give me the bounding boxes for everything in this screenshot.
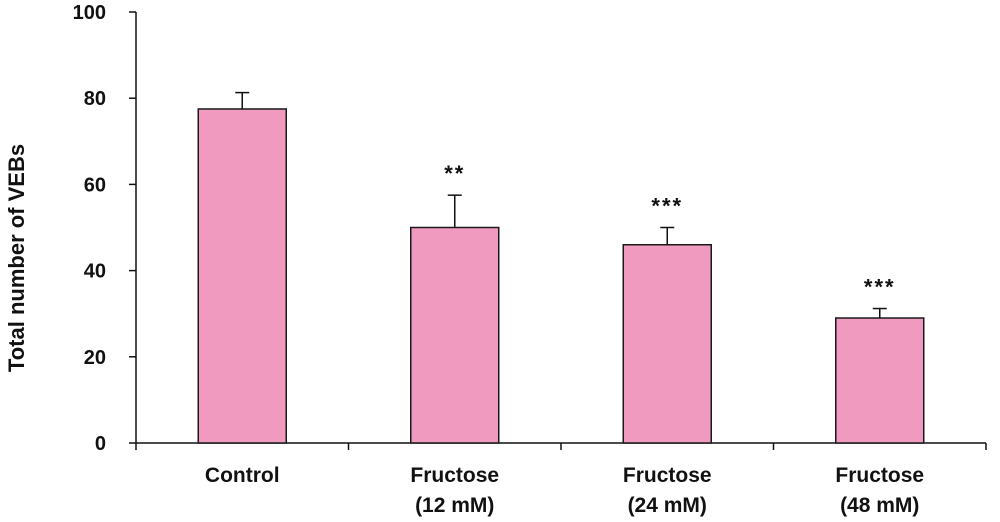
category-label-line: Fructose [410, 464, 499, 487]
y-tick-label: 0 [95, 433, 106, 455]
category-label: Control [205, 464, 280, 487]
bars [197, 91, 925, 444]
y-tick-label: 40 [84, 261, 106, 283]
bar [835, 317, 925, 444]
category-label-line: Control [205, 464, 280, 487]
y-axis-label: Total number of VEBs [4, 144, 29, 372]
y-tick-label: 100 [73, 2, 106, 24]
category-label: Fructose (12 mM) [410, 464, 499, 517]
category-label-line: (24 mM) [628, 494, 707, 517]
bar [410, 226, 500, 444]
category-label-line: Fructose [835, 464, 924, 487]
significance-label: *** [864, 275, 896, 300]
bar [622, 243, 712, 444]
significance-label: *** [651, 194, 683, 219]
category-label-line: (48 mM) [840, 494, 919, 517]
category-label: Fructose (48 mM) [835, 464, 924, 517]
y-tick-label: 80 [84, 88, 106, 110]
category-label: Fructose (24 mM) [623, 464, 712, 517]
category-label-line: (12 mM) [415, 494, 494, 517]
bar [197, 108, 287, 444]
significance-label: ** [444, 161, 465, 186]
labels: Control ** Fructose (12 mM) *** Fructose (24 m… [205, 161, 924, 517]
y-tick-label: 60 [84, 174, 106, 196]
category-label-line: Fructose [623, 464, 712, 487]
y-tick-label: 20 [84, 347, 106, 369]
